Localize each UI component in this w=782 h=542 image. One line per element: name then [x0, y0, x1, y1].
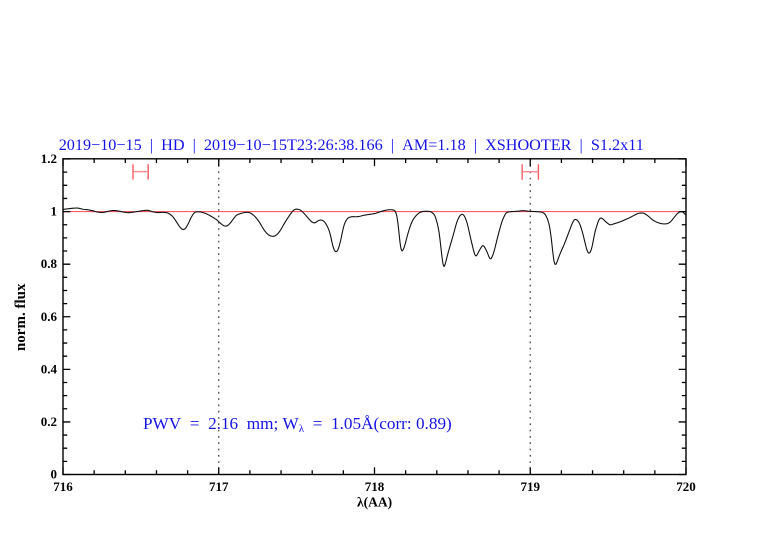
svg-text:2019−10−15 | HD | 2019−10−: 2019−10−15 | HD | 2019−10−15T23:26:38.16…: [59, 136, 644, 154]
svg-text:716: 716: [53, 479, 73, 494]
svg-text:0.6: 0.6: [41, 309, 58, 324]
svg-text:0.8: 0.8: [41, 256, 58, 271]
svg-text:717: 717: [209, 479, 229, 494]
svg-text:1.2: 1.2: [41, 151, 57, 166]
svg-text:0: 0: [51, 467, 58, 482]
svg-text:norm. flux: norm. flux: [13, 283, 29, 351]
svg-text:λ(AA): λ(AA): [357, 494, 392, 509]
svg-text:718: 718: [365, 479, 385, 494]
svg-text:PWV = 2.16 mm; Wλ = 1.05Å: PWV = 2.16 mm; Wλ = 1.05Å(corr: 0.89): [143, 414, 452, 435]
svg-text:0.4: 0.4: [41, 361, 58, 376]
svg-text:1: 1: [51, 204, 58, 219]
svg-text:719: 719: [521, 479, 541, 494]
svg-text:0.2: 0.2: [41, 414, 57, 429]
svg-text:720: 720: [676, 479, 696, 494]
